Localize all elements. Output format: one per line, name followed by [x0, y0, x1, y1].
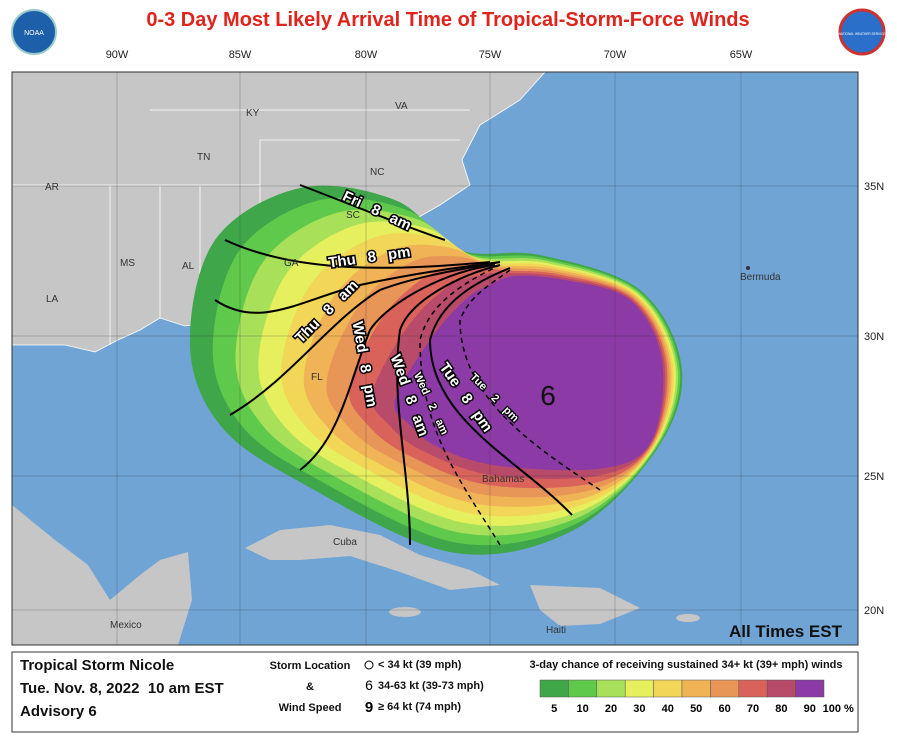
key-symbol — [364, 660, 374, 670]
place-label: KY — [246, 108, 260, 119]
wind-probability — [189, 185, 683, 555]
scale-label: 90 — [804, 703, 816, 715]
key-title: Storm Location — [270, 660, 351, 672]
logo-text: NOAA — [24, 30, 44, 37]
scale-swatch — [738, 679, 768, 698]
lat-label: 35N — [864, 181, 884, 193]
lon-label: 85W — [229, 49, 252, 61]
noaa-logo — [11, 9, 57, 55]
land — [245, 525, 500, 590]
scale-label: 40 — [662, 703, 674, 715]
place-label: AR — [45, 182, 59, 193]
place-label: FL — [311, 372, 323, 383]
place-label: Haiti — [546, 625, 566, 636]
color-scale: 5 10 20 30 40 50 60 70 80 90 100 % — [539, 679, 854, 715]
place-label: VA — [395, 101, 408, 112]
place-label: SC — [346, 210, 360, 221]
key-item: 34-63 kt (39-73 mph) — [378, 680, 484, 692]
nws-logo — [838, 8, 886, 56]
lon-label: 75W — [479, 49, 502, 61]
scale-label: 20 — [605, 703, 617, 715]
arrival-lines — [214, 184, 601, 546]
storm-name: Tropical Storm Nicole — [20, 657, 174, 674]
scale-label: 100 % — [823, 703, 854, 715]
scale-label: 60 — [718, 703, 730, 715]
title: 0-3 Day Most Likely Arrival Time of Trop… — [146, 9, 749, 31]
scale-label: 50 — [690, 703, 702, 715]
logo-text: NATIONAL WEATHER SERVICE — [839, 32, 886, 36]
place-label: NC — [370, 167, 384, 178]
storm-marker: 6 — [540, 380, 556, 411]
place-label: MS — [120, 258, 135, 269]
scale-swatch — [710, 679, 740, 698]
place-label: TN — [197, 152, 210, 163]
place-label: GA — [284, 258, 299, 269]
scale-swatch — [681, 679, 711, 698]
land — [530, 585, 640, 626]
lon-label: 65W — [730, 49, 753, 61]
lat-label: 20N — [864, 605, 884, 617]
scale-swatch — [539, 679, 569, 698]
place-label: Mexico — [110, 620, 142, 631]
probability-band — [394, 275, 664, 471]
graticule — [12, 72, 858, 645]
key-item: ≥ 64 kt (74 mph) — [378, 701, 461, 713]
lat-label: 25N — [864, 471, 884, 483]
scale-swatch — [596, 679, 626, 698]
scale-swatch — [568, 679, 598, 698]
time-note: All Times EST — [729, 622, 843, 641]
scale-swatch — [653, 679, 683, 698]
scale-label: 5 — [551, 703, 557, 715]
key-title: & — [306, 681, 314, 693]
scale-label: 80 — [775, 703, 787, 715]
advisory: Advisory 6 — [20, 703, 97, 720]
scale-title: 3-day chance of receiving sustained 34+ … — [530, 659, 843, 671]
key-title: Wind Speed — [279, 702, 342, 714]
lon-label: 80W — [355, 49, 378, 61]
scale-swatch — [766, 679, 796, 698]
place-label: AL — [182, 261, 195, 272]
scale-label: 10 — [576, 703, 588, 715]
issued: Tue. Nov. 8, 2022 10 am EST — [20, 680, 224, 697]
scale-label: 70 — [747, 703, 759, 715]
lat-label: 30N — [864, 331, 884, 343]
scale-swatch — [624, 679, 654, 698]
lon-label: 70W — [604, 49, 627, 61]
place-label: Bahamas — [482, 474, 524, 485]
land — [676, 614, 700, 622]
place-label: Bermuda — [740, 272, 781, 283]
land — [389, 607, 421, 617]
bermuda-dot — [746, 266, 750, 270]
place-label: LA — [46, 294, 59, 305]
map-frame — [11, 71, 859, 646]
scale-label: 30 — [633, 703, 645, 715]
key-symbol: 9 — [365, 699, 373, 716]
key-symbol: 6 — [365, 677, 373, 693]
lon-label: 90W — [106, 49, 129, 61]
map — [12, 72, 858, 645]
place-label: Cuba — [333, 537, 357, 548]
scale-swatch — [795, 679, 825, 698]
key-item: < 34 kt (39 mph) — [378, 659, 462, 671]
